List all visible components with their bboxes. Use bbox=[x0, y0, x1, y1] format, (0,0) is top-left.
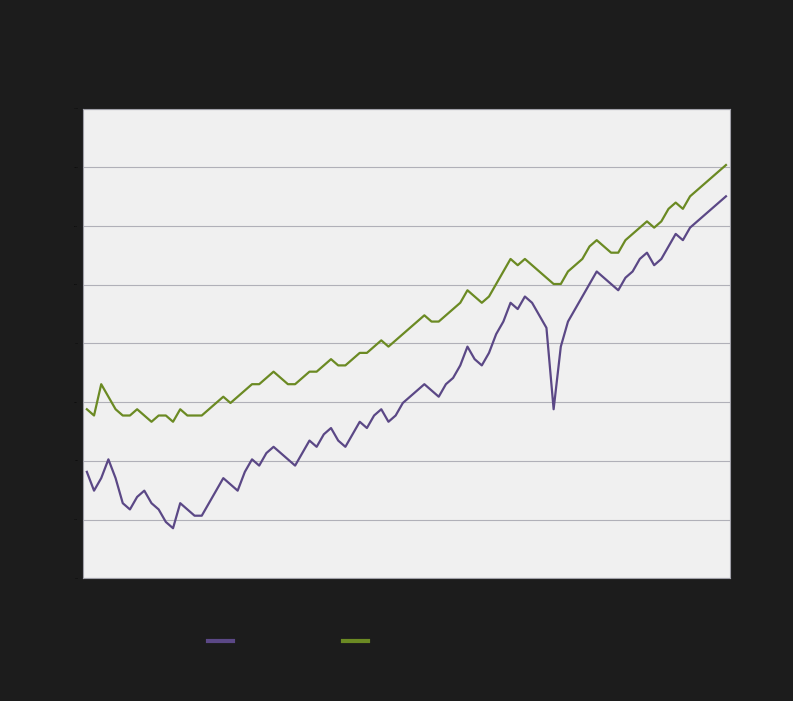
Legend: , : , bbox=[204, 629, 383, 653]
